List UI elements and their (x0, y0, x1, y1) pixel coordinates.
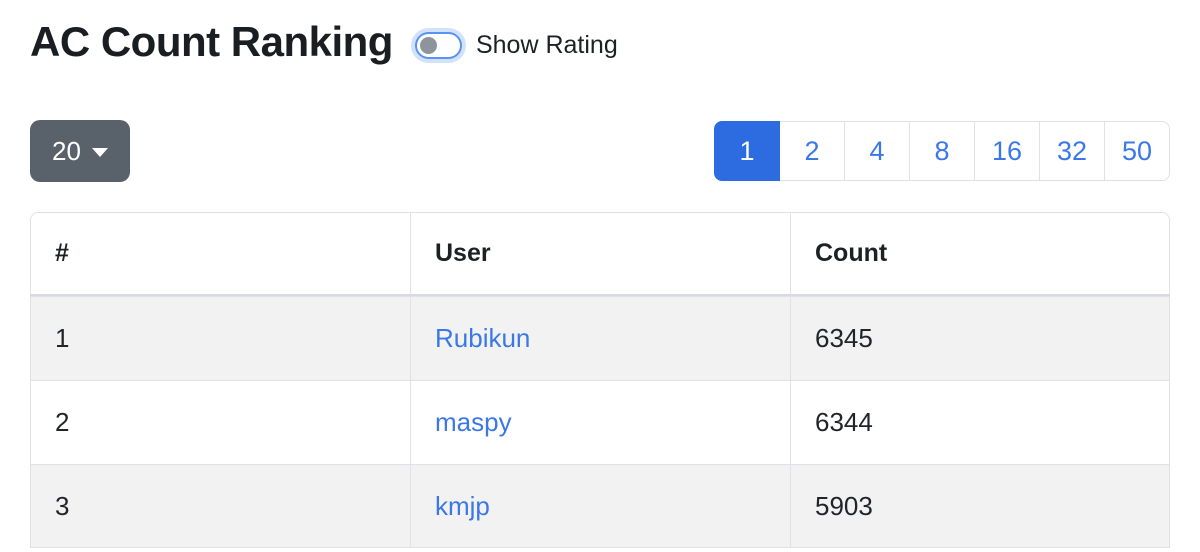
page-container: AC Count Ranking Show Rating 20 1 2 4 8 … (30, 12, 1170, 548)
page-size-dropdown[interactable]: 20 (30, 120, 130, 182)
count-cell: 5903 (790, 464, 1170, 548)
user-cell: Rubikun (410, 296, 790, 380)
pagination-page-50[interactable]: 50 (1104, 121, 1170, 181)
ranking-table: # User Count 1 Rubikun 6345 2 maspy 6344 (30, 212, 1170, 548)
caret-down-icon (91, 148, 108, 157)
pagination-page-4[interactable]: 4 (844, 121, 910, 181)
rank-cell: 2 (30, 380, 410, 464)
pagination: 1 2 4 8 16 32 50 (714, 121, 1170, 181)
table-body: 1 Rubikun 6345 2 maspy 6344 3 kmjp 5903 (30, 296, 1170, 548)
table-header: # User Count (30, 212, 1170, 296)
rank-cell: 3 (30, 464, 410, 548)
user-link[interactable]: maspy (435, 407, 512, 437)
show-rating-toggle-group: Show Rating (414, 30, 618, 60)
page-title: AC Count Ranking (30, 18, 393, 65)
table-row: 3 kmjp 5903 (30, 464, 1170, 548)
table-row: 2 maspy 6344 (30, 380, 1170, 464)
header-row: AC Count Ranking Show Rating (30, 12, 1170, 72)
column-header-count: Count (790, 212, 1170, 296)
pagination-page-1[interactable]: 1 (714, 121, 780, 181)
pagination-page-32[interactable]: 32 (1039, 121, 1105, 181)
count-cell: 6345 (790, 296, 1170, 380)
user-cell: maspy (410, 380, 790, 464)
column-header-user: User (410, 212, 790, 296)
column-header-rank: # (30, 212, 410, 296)
user-link[interactable]: Rubikun (435, 323, 531, 353)
show-rating-toggle[interactable] (414, 31, 462, 59)
page-size-value: 20 (52, 135, 81, 166)
table-row: 1 Rubikun 6345 (30, 296, 1170, 380)
pagination-page-8[interactable]: 8 (909, 121, 975, 181)
controls-row: 20 1 2 4 8 16 32 50 (30, 120, 1170, 182)
toggle-knob-icon (419, 36, 437, 54)
user-cell: kmjp (410, 464, 790, 548)
rank-cell: 1 (30, 296, 410, 380)
count-cell: 6344 (790, 380, 1170, 464)
show-rating-label: Show Rating (475, 30, 618, 59)
user-link[interactable]: kmjp (435, 490, 490, 521)
pagination-page-16[interactable]: 16 (974, 121, 1040, 181)
pagination-page-2[interactable]: 2 (779, 121, 845, 181)
